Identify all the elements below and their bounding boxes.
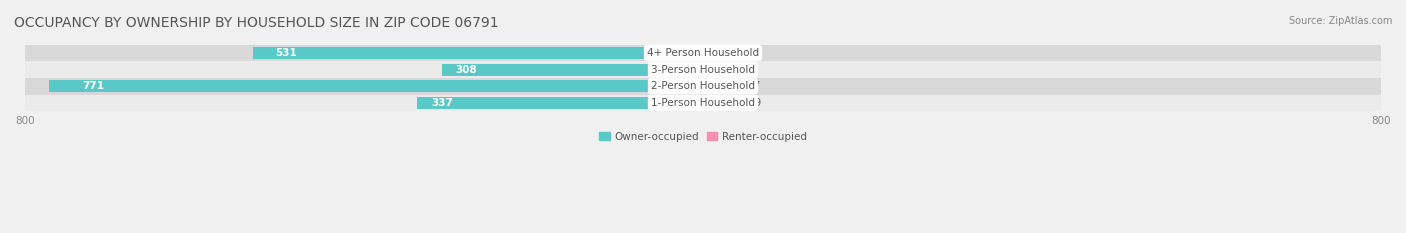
Text: 4+ Person Household: 4+ Person Household xyxy=(647,48,759,58)
Text: 47: 47 xyxy=(747,81,761,91)
Bar xyxy=(253,47,703,59)
Bar xyxy=(25,61,1381,78)
Bar xyxy=(25,95,1381,111)
Text: Source: ZipAtlas.com: Source: ZipAtlas.com xyxy=(1288,16,1392,26)
Text: OCCUPANCY BY OWNERSHIP BY HOUSEHOLD SIZE IN ZIP CODE 06791: OCCUPANCY BY OWNERSHIP BY HOUSEHOLD SIZE… xyxy=(14,16,499,30)
Text: 531: 531 xyxy=(276,48,297,58)
Text: 20: 20 xyxy=(724,65,737,75)
Text: 49: 49 xyxy=(749,98,762,108)
Text: 308: 308 xyxy=(456,65,477,75)
Bar xyxy=(441,64,703,75)
Text: 1-Person Household: 1-Person Household xyxy=(651,98,755,108)
Bar xyxy=(49,80,703,92)
Bar xyxy=(703,97,745,109)
Text: 3-Person Household: 3-Person Household xyxy=(651,65,755,75)
Text: 337: 337 xyxy=(432,98,454,108)
Bar xyxy=(418,97,703,109)
Bar xyxy=(25,45,1381,61)
Bar xyxy=(703,64,720,75)
Text: 771: 771 xyxy=(82,81,104,91)
Text: 20: 20 xyxy=(724,48,737,58)
Bar xyxy=(703,47,720,59)
Legend: Owner-occupied, Renter-occupied: Owner-occupied, Renter-occupied xyxy=(595,128,811,146)
Bar xyxy=(703,80,742,92)
Bar xyxy=(25,78,1381,95)
Text: 2-Person Household: 2-Person Household xyxy=(651,81,755,91)
